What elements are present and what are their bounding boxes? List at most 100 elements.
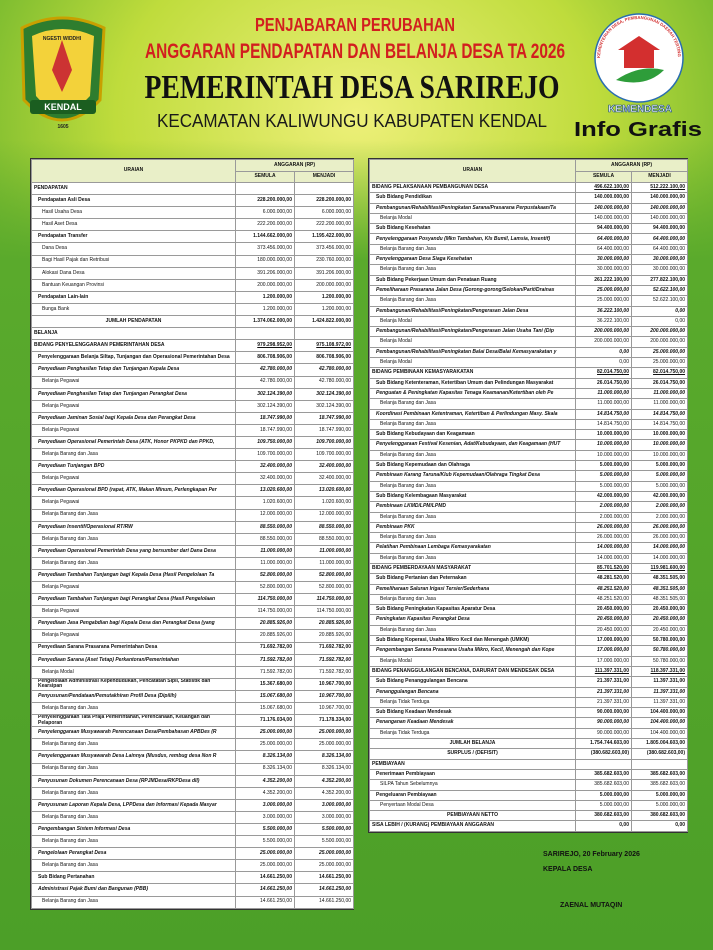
- row-label: Penyelenggaraan Tata Praja Pemerintahan,…: [31, 714, 236, 728]
- amount-semula: 5.500.000,00: [262, 837, 292, 844]
- budget-row: Hasil Aset Desa 222.200.000,00 222.200.000…: [31, 218, 355, 232]
- value-cell: 140.000.000,00: [575, 212, 632, 225]
- value-cell: 30.000.000,00: [630, 254, 689, 266]
- amount-semula: 11.000.000,00: [597, 400, 629, 407]
- amount-semula: 42.780.000,00: [260, 366, 292, 373]
- amount-menjadi: 140.000.000,00: [650, 204, 686, 211]
- amount-semula: 5.000.000,00: [599, 482, 629, 489]
- row-label: BELANJA: [31, 327, 236, 341]
- value-cell: 64.400.000,00: [630, 233, 689, 245]
- row-label: Belanja Tidak Terduga: [369, 727, 576, 740]
- budget-row: Penyelenggaraan Posyandu (Mkn Tambahan, …: [369, 233, 689, 245]
- row-label: Belanja Barang dan Jasa: [369, 593, 576, 606]
- row-label: Pemeliharaan Prasarana Jalan Desa (Goron…: [369, 284, 576, 297]
- value-cell: 512.222.100,00: [630, 181, 689, 194]
- row-label: Penyelenggaraan Musyawarah Perencanaan D…: [31, 726, 236, 740]
- amount-semula: 85.701.520,00: [597, 565, 629, 571]
- amount-semula: 1.200.000,00: [262, 293, 292, 300]
- amount-semula: 18.747.990,00: [260, 426, 292, 433]
- value-cell: 94.400.000,00: [575, 223, 632, 235]
- value-cell: 5.500.000,00: [235, 835, 295, 849]
- budget-row: Penyediaan Sarana (Aset Tetap) Perkantor…: [31, 653, 355, 667]
- amount-menjadi: 20.450.000,00: [653, 616, 686, 623]
- value-cell: 71.692.782,00: [235, 641, 295, 655]
- amount-menjadi: 3.000.000,00: [321, 813, 352, 820]
- budget-row: Belanja Pegawai 52.800.000,00 52.800.000,0…: [31, 581, 355, 595]
- amount-semula: 0,00: [619, 359, 629, 366]
- value-cell: 42.780.000,00: [235, 363, 295, 377]
- row-label: Bagi Hasil Pajak dan Retribusi: [31, 254, 236, 268]
- value-cell: [293, 181, 355, 196]
- budget-row: Pembinaan LKMD/LPM/LPMD 2.000.000,00 2.000…: [369, 501, 689, 513]
- row-label: Belanja Barang dan Jasa: [31, 786, 236, 800]
- row-label: Penyelenggaraan Belanja Siltap, Tunjanga…: [31, 351, 236, 365]
- amount-semula: 14.000.000,00: [597, 554, 629, 561]
- value-cell: 5.500.000,00: [293, 822, 355, 837]
- amount-menjadi: 12.000.000,00: [319, 511, 352, 518]
- value-cell: 52.622.100,00: [630, 295, 689, 307]
- value-cell: 71.176.034,00: [235, 714, 295, 728]
- amount-semula: 20.450.000,00: [597, 626, 629, 633]
- budget-row: PEMBIAYAAN NETTO 380.682.603,00 380.682.60…: [369, 810, 689, 822]
- budget-row: Belanja Tidak Terduga 90.000.000,00 104.40…: [369, 727, 689, 740]
- amount-semula: 109.700.000,00: [257, 450, 292, 457]
- row-label: BIDANG PEMBINAAN KEMASYARAKATAN: [369, 367, 576, 379]
- value-cell: 36.222.100,00: [575, 315, 632, 328]
- value-cell: 64.400.000,00: [575, 233, 632, 245]
- amount-menjadi: 104.400.000,00: [650, 719, 686, 726]
- value-cell: [630, 758, 689, 770]
- row-label: Belanja Modal: [369, 655, 576, 667]
- value-cell: 8.326.134,00: [235, 762, 295, 776]
- amount-menjadi: 975.108.972,00: [316, 342, 352, 349]
- amount-menjadi: 11.000.000,00: [653, 400, 686, 407]
- amount-menjadi: 5.000.000,00: [655, 462, 686, 469]
- amount-semula: 30.000.000,00: [597, 266, 629, 273]
- amount-menjadi: 222.200.000,00: [316, 221, 352, 228]
- logo-year: 1605: [57, 124, 68, 130]
- amount-semula: 88.550.000,00: [260, 535, 292, 542]
- value-cell: 21.397.331,00: [575, 686, 632, 698]
- budget-row: Belanja Pegawai 18.747.990,00 18.747.990,0…: [31, 423, 355, 437]
- row-label: Belanja Pegawai: [31, 605, 236, 619]
- row-label: Belanja Barang dan Jasa: [369, 480, 576, 492]
- value-cell: 140.000.000,00: [630, 212, 689, 225]
- amount-semula: 5.000.000,00: [599, 472, 629, 479]
- value-cell: 30.000.000,00: [575, 264, 632, 276]
- row-label: Bunga Bank: [31, 302, 236, 317]
- value-cell: 25.000.000,00: [575, 295, 632, 307]
- amount-semula: 222.200.000,00: [257, 221, 292, 228]
- amount-menjadi: 373.456.000,00: [316, 245, 352, 252]
- value-cell: 26.000.000,00: [630, 532, 689, 544]
- amount-menjadi: 10.967.700,00: [319, 704, 352, 711]
- value-cell: 32.400.000,00: [235, 460, 295, 474]
- budget-row: Penyusunan Dokumen Perencanaan Desa (RPJ…: [31, 774, 355, 788]
- row-label: Belanja Barang dan Jasa: [31, 762, 236, 776]
- amount-menjadi: 8.326.134,00: [321, 753, 352, 760]
- value-cell: 228.200.000,00: [293, 194, 355, 208]
- budget-row: Pengelolaan Perangkat Desa 25.000.000,00 2…: [31, 847, 355, 861]
- amount-semula: 64.400.000,00: [597, 235, 629, 242]
- amount-semula: 25.000.000,00: [260, 741, 292, 748]
- row-label: Penyelenggaraan Festival Kesenian, Adat/…: [369, 439, 576, 451]
- value-cell: [575, 758, 632, 770]
- value-cell: 11.000.000,00: [293, 556, 355, 571]
- row-label: Peningkatan Kapasitas Perangkat Desa: [369, 614, 576, 626]
- amount-menjadi: 52.622.100,00: [653, 286, 686, 293]
- row-label: Penyediaan Operasional BPD (rapat, ATK, …: [31, 484, 236, 498]
- row-label: Belanja Barang dan Jasa: [369, 243, 576, 256]
- amount-semula: 52.800.000,00: [260, 584, 292, 591]
- value-cell: 10.000.000,00: [575, 429, 632, 441]
- row-label: Belanja Barang dan Jasa: [369, 264, 576, 276]
- value-cell: 302.124.390,00: [293, 399, 355, 413]
- row-label: Belanja Barang dan Jasa: [31, 556, 236, 571]
- amount-menjadi: 20.450.000,00: [653, 626, 686, 633]
- budget-row: Sub Bidang Kepemudaan dan Olahraga 5.000.…: [369, 460, 689, 472]
- budget-row: Pembangunan/Rehabilitasi/Peningkatan/Pen…: [369, 305, 689, 317]
- amount-semula: 30.000.000,00: [597, 256, 629, 263]
- amount-semula: 82.014.750,00: [597, 369, 629, 376]
- value-cell: 64.400.000,00: [575, 243, 632, 256]
- amount-semula: 10.000.000,00: [597, 431, 629, 438]
- header-row: URAIAN ANGGARAN (RP): [369, 159, 689, 183]
- amount-semula: 373.456.000,00: [257, 245, 292, 252]
